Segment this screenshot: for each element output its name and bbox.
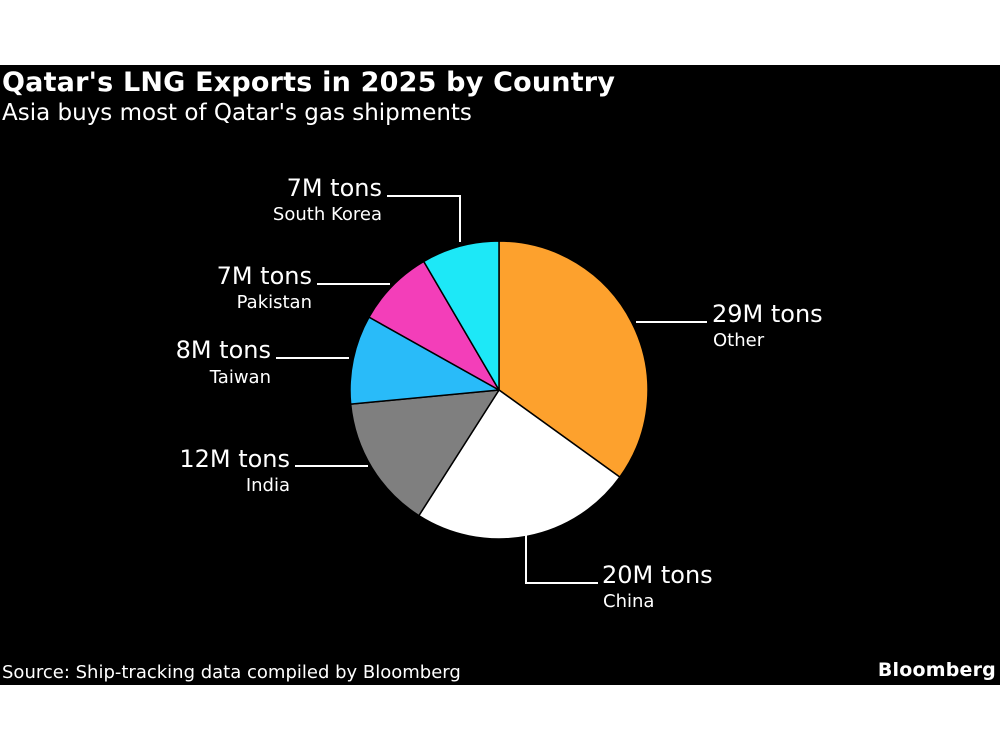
value-label-china: 20M tons <box>602 561 713 589</box>
leader-south-korea <box>387 195 461 242</box>
category-label-pakistan: Pakistan <box>237 292 312 313</box>
pie-chart: 29M tons Other 20M tons China 12M tons I… <box>176 174 823 612</box>
value-label-pakistan: 7M tons <box>217 262 312 290</box>
pie-slice-south-korea <box>422 240 500 391</box>
category-label-taiwan: Taiwan <box>209 367 271 388</box>
slice-labels: 29M tons Other 20M tons China 12M tons I… <box>176 174 823 612</box>
category-label-india: India <box>246 475 290 496</box>
source-note: Source: Ship-tracking data compiled by B… <box>2 662 461 683</box>
category-label-china: China <box>603 591 654 612</box>
pie-slices <box>349 240 649 540</box>
pie-slice-china <box>418 389 621 540</box>
chart-subtitle: Asia buys most of Qatar's gas shipments <box>2 100 472 126</box>
pie-slice-india <box>349 389 500 517</box>
value-label-taiwan: 8M tons <box>176 336 271 364</box>
category-label-other: Other <box>713 330 765 351</box>
chart-title: Qatar's LNG Exports in 2025 by Country <box>2 67 616 98</box>
bloomberg-logo: Bloomberg <box>877 659 996 681</box>
pie-slice-taiwan <box>349 316 500 405</box>
value-label-india: 12M tons <box>179 445 290 473</box>
pie-slice-other <box>498 240 649 478</box>
leader-lines <box>276 195 707 584</box>
value-label-south-korea: 7M tons <box>287 174 382 202</box>
leader-china <box>525 525 598 584</box>
value-label-other: 29M tons <box>712 300 823 328</box>
chart-panel: Qatar's LNG Exports in 2025 by Country A… <box>0 65 1000 685</box>
category-label-south-korea: South Korea <box>273 204 382 225</box>
